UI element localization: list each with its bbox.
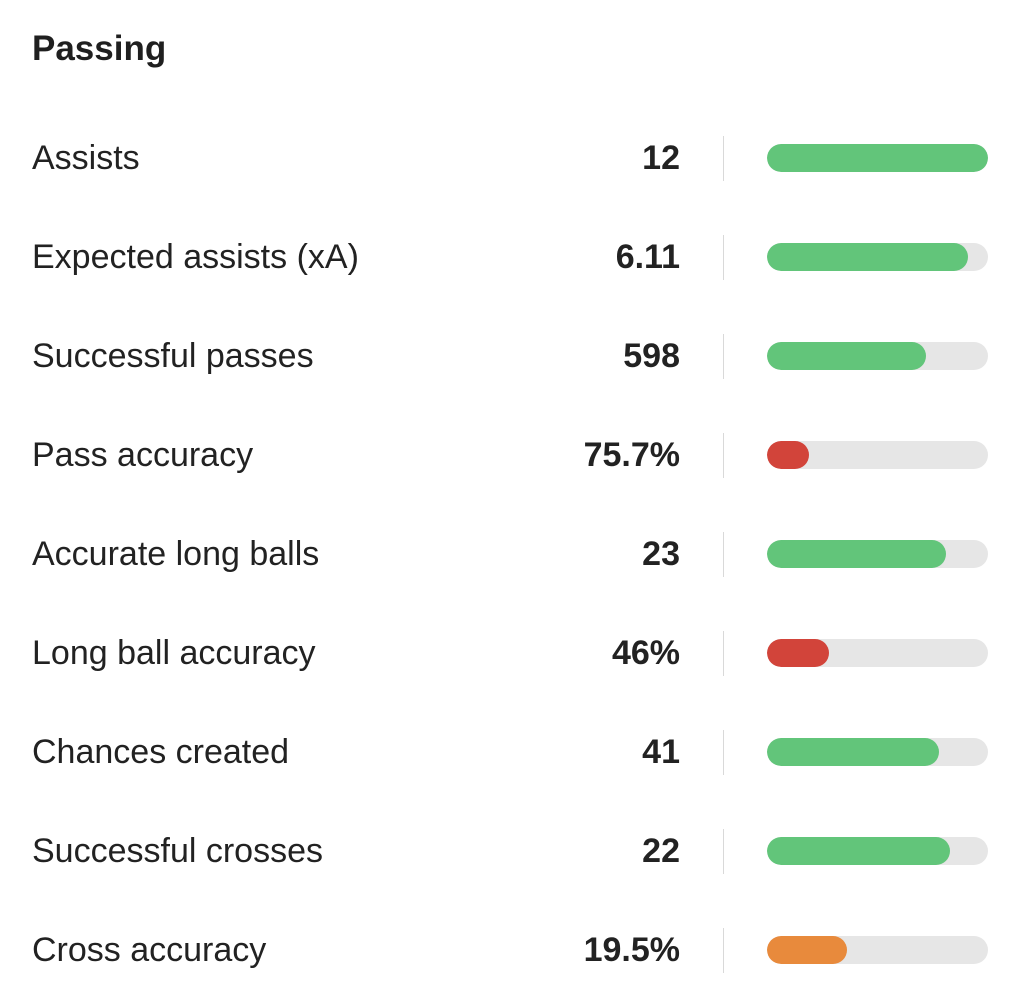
divider bbox=[723, 829, 724, 874]
stat-bar-fill bbox=[767, 936, 847, 964]
stat-bar-fill bbox=[767, 837, 951, 865]
stat-row-successful-passes[interactable]: Successful passes 598 bbox=[0, 306, 1024, 405]
stat-value: 41 bbox=[642, 733, 680, 771]
stat-bar-track bbox=[767, 441, 988, 469]
stat-value: 46% bbox=[611, 634, 680, 672]
stat-row-cross-accuracy[interactable]: Cross accuracy 19.5% bbox=[0, 900, 1024, 999]
stat-value: 12 bbox=[642, 139, 680, 177]
stat-value: 23 bbox=[642, 535, 680, 573]
stat-bar-fill bbox=[767, 243, 969, 271]
stat-bar-track bbox=[767, 639, 988, 667]
stat-bar-track bbox=[767, 936, 988, 964]
stat-value: 75.7% bbox=[583, 436, 680, 474]
divider bbox=[723, 433, 724, 478]
stat-list: Assists 12 Expected assists (xA) 6.11 Su… bbox=[0, 108, 1024, 999]
stat-row-pass-accuracy[interactable]: Pass accuracy 75.7% bbox=[0, 405, 1024, 504]
stat-value: 6.11 bbox=[615, 238, 680, 276]
stat-row-accurate-long-balls[interactable]: Accurate long balls 23 bbox=[0, 504, 1024, 603]
stat-bar-track bbox=[767, 738, 988, 766]
divider bbox=[723, 532, 724, 577]
divider bbox=[723, 928, 724, 973]
stat-bar-fill bbox=[767, 540, 946, 568]
stat-bar-fill bbox=[767, 639, 829, 667]
stat-bar-track bbox=[767, 243, 988, 271]
divider bbox=[723, 334, 724, 379]
stat-bar-track bbox=[767, 342, 988, 370]
stat-label: Expected assists (xA) bbox=[32, 238, 359, 276]
stat-label: Assists bbox=[32, 139, 140, 177]
divider bbox=[723, 136, 724, 181]
stat-bar-fill bbox=[767, 441, 809, 469]
divider bbox=[723, 730, 724, 775]
stat-label: Accurate long balls bbox=[32, 535, 320, 573]
stat-label: Cross accuracy bbox=[32, 931, 267, 969]
stat-label: Pass accuracy bbox=[32, 436, 254, 474]
stat-label: Successful crosses bbox=[32, 832, 323, 870]
stat-bar-track bbox=[767, 540, 988, 568]
stat-label: Successful passes bbox=[32, 337, 314, 375]
divider bbox=[723, 235, 724, 280]
stat-row-expected-assists[interactable]: Expected assists (xA) 6.11 bbox=[0, 207, 1024, 306]
stat-bar-track bbox=[767, 144, 988, 172]
stat-label: Long ball accuracy bbox=[32, 634, 316, 672]
stat-value: 598 bbox=[623, 337, 680, 375]
stat-row-chances-created[interactable]: Chances created 41 bbox=[0, 702, 1024, 801]
stat-row-successful-crosses[interactable]: Successful crosses 22 bbox=[0, 801, 1024, 900]
stat-row-assists[interactable]: Assists 12 bbox=[0, 108, 1024, 207]
stat-row-long-ball-accuracy[interactable]: Long ball accuracy 46% bbox=[0, 603, 1024, 702]
stat-value: 19.5% bbox=[583, 931, 680, 969]
section-title: Passing bbox=[32, 29, 167, 68]
stat-label: Chances created bbox=[32, 733, 290, 771]
divider bbox=[723, 631, 724, 676]
stat-bar-fill bbox=[767, 342, 927, 370]
stat-bar-fill bbox=[767, 144, 988, 172]
stat-bar-fill bbox=[767, 738, 940, 766]
stat-value: 22 bbox=[642, 832, 680, 870]
stat-bar-track bbox=[767, 837, 988, 865]
